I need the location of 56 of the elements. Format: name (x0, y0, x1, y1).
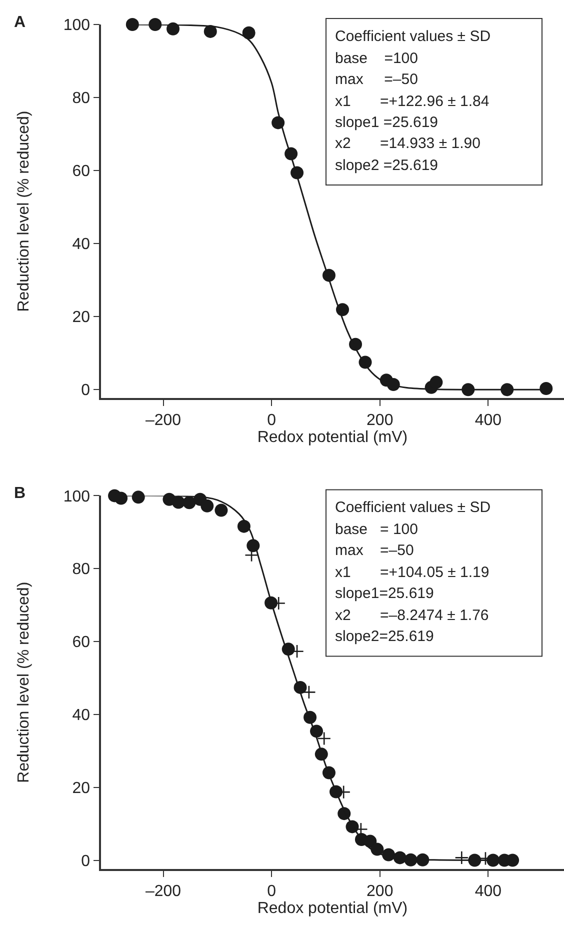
x-tick-label: 0 (267, 412, 276, 429)
point (182, 496, 196, 510)
y-tick-label: 80 (72, 90, 90, 108)
annotation: slope1=25.619 (335, 585, 434, 602)
y-tick-label: 20 (72, 780, 90, 797)
point (204, 24, 217, 38)
x-tick-label: 200 (366, 412, 394, 429)
point (126, 18, 139, 31)
x-tick-label: –200 (145, 412, 182, 429)
annotation: max =–50 (335, 71, 418, 88)
annotation: max =–50 (335, 542, 414, 559)
annotation: x1 =+122.96 ± 1.84 (335, 93, 490, 110)
annotation: slope2=25.619 (335, 628, 434, 645)
chart-title: B (14, 485, 26, 502)
x-tick-label: 400 (474, 412, 502, 429)
point (132, 490, 145, 504)
annotation: x1 =+104.05 ± 1.19 (335, 564, 490, 581)
point (200, 499, 214, 512)
x-tick-label: 400 (474, 882, 502, 900)
y-tick-label: 40 (72, 236, 90, 254)
y-tick-label: 40 (72, 707, 90, 724)
point (148, 18, 162, 31)
y-tick-label: 0 (81, 382, 90, 400)
point (454, 850, 469, 865)
point (540, 382, 553, 396)
x-axis-title: Redox potential (mV) (257, 428, 408, 446)
y-tick-label: 60 (72, 634, 90, 652)
y-tick-label: 100 (63, 488, 90, 506)
point (114, 492, 128, 505)
point (506, 854, 520, 867)
annotation: Coefficient values ± SD (335, 499, 491, 516)
x-tick-label: 0 (267, 882, 276, 900)
y-tick-label: 60 (72, 163, 90, 180)
annotation: Coefficient values ± SD (335, 28, 491, 45)
point (214, 504, 228, 517)
y-axis-title: Reduction level (% reduced) (16, 110, 33, 312)
annotation: slope2 =25.619 (335, 157, 438, 174)
x-axis-title: Redox potential (mV) (257, 900, 408, 917)
annotation: x2 =–8.2474 ± 1.76 (335, 607, 489, 624)
y-tick-label: 20 (72, 309, 90, 326)
annotation: x2 =14.933 ± 1.90 (335, 135, 480, 152)
point (166, 22, 180, 36)
annotation: base = 100 (335, 521, 418, 538)
point (430, 376, 443, 389)
point (242, 26, 256, 40)
y-tick-label: 80 (72, 561, 90, 578)
y-axis-title: Reduction level (% reduced) (16, 582, 33, 783)
y-tick-label: 0 (81, 852, 90, 870)
y-tick-label: 100 (63, 17, 90, 34)
annotation: slope1 =25.619 (335, 114, 438, 131)
x-tick-label: 200 (366, 882, 394, 900)
chart-title: A (14, 14, 26, 31)
point (302, 685, 316, 700)
annotation: base =100 (335, 50, 418, 67)
point (317, 732, 332, 746)
x-tick-label: –200 (145, 882, 182, 900)
